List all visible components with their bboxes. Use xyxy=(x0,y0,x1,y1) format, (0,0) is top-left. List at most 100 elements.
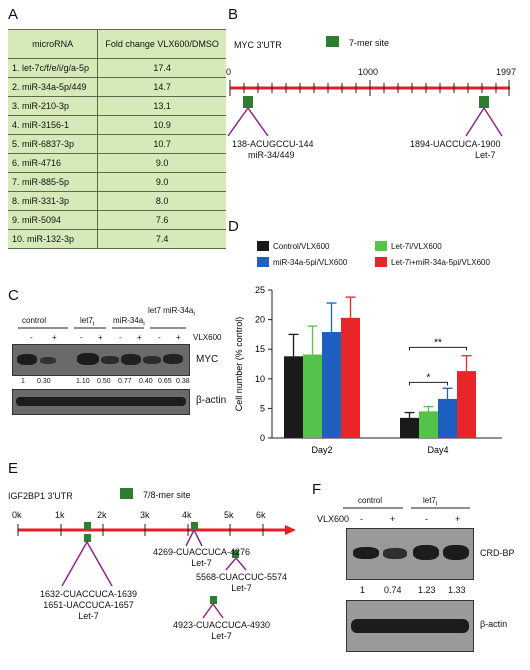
quant: 0.38 xyxy=(176,378,190,385)
blot-actin-f xyxy=(346,600,474,652)
quant: 1.33 xyxy=(448,585,466,595)
site-mirna-mir34: miR-34/449 xyxy=(248,150,295,160)
quant: 0.77 xyxy=(118,378,132,385)
table-cell-name: 6. miR-4716 xyxy=(8,153,98,173)
sig-bracket-double xyxy=(409,346,467,351)
table-cell-value: 8.0 xyxy=(97,191,226,211)
utr-arrowhead xyxy=(285,525,296,535)
site-callout-4269 xyxy=(185,528,203,547)
legend-site-label-e: 7/8-mer site xyxy=(143,490,191,500)
panel-label-c: C xyxy=(8,287,19,304)
tick-label: 3k xyxy=(140,510,150,520)
blot-group-combo: let7 miR-34ai xyxy=(148,306,195,318)
table-cell-name: 9. miR-5094 xyxy=(8,210,98,230)
site-callout-let7 xyxy=(465,106,503,137)
tick-label: 2k xyxy=(97,510,107,520)
blot-label-myc: MYC xyxy=(196,354,219,365)
x-tick-label: Day4 xyxy=(427,445,448,455)
y-tick-label: 15 xyxy=(255,344,265,354)
col-header-fold-change: Fold change VLX600/DMSO xyxy=(97,29,226,59)
tick-label-end: 1997 xyxy=(496,67,517,77)
igf2bp1-utr-diagram xyxy=(17,522,296,619)
legend-label-mir34: miR-34a-5pi/VLX600 xyxy=(273,258,348,267)
blot-label-actin-c: β-actin xyxy=(196,395,227,406)
sign: + xyxy=(52,333,57,342)
table-cell-value: 9.0 xyxy=(97,153,226,173)
tick-label-start: 0 xyxy=(226,67,232,77)
legend-swatch-control xyxy=(257,241,269,251)
blot-myc xyxy=(12,344,190,376)
legend-label-let7: Let-7i/VLX600 xyxy=(391,242,442,251)
table-cell-name: 3. miR-210-3p xyxy=(8,96,98,116)
site-marker-let7 xyxy=(479,96,489,108)
sig-label-single: * xyxy=(427,372,431,383)
table-cell-value: 10.9 xyxy=(97,115,226,135)
bar xyxy=(303,354,322,438)
bar xyxy=(322,332,341,438)
site-seq-mir34: 138-ACUGCCU-144 xyxy=(232,139,314,149)
site-marker-1632 xyxy=(84,522,91,530)
panel-label-d: D xyxy=(228,218,239,235)
legend-label-control: Control/VLX600 xyxy=(273,242,330,251)
site-mirna-let7: Let-7 xyxy=(475,150,496,160)
bar xyxy=(341,317,360,438)
quant: 0.50 xyxy=(97,378,111,385)
sig-bracket-single xyxy=(409,381,448,386)
blot-f-group-let7: let7i xyxy=(423,496,438,508)
blot-group-control: control xyxy=(22,316,47,325)
utr-ticks-e xyxy=(17,524,264,536)
vlx-label-c: VLX600 xyxy=(193,333,222,342)
blot-group-mir34: miR-34ai xyxy=(113,316,145,328)
blot-label-crd-bp: CRD-BP xyxy=(480,548,515,558)
blot-actin-c xyxy=(12,389,190,415)
microrna-table: microRNA Fold change VLX600/DMSO 1. let-… xyxy=(8,29,226,249)
tick-label: 6k xyxy=(256,510,266,520)
table-cell-value: 9.0 xyxy=(97,172,226,192)
site-text-5568: 5568-CUACCUC-5574 Let-7 xyxy=(196,572,288,593)
quant: 0.74 xyxy=(384,585,402,595)
quant: 0.40 xyxy=(139,378,153,385)
bar xyxy=(400,417,419,438)
tick-label: 0k xyxy=(12,510,22,520)
sig-label-double: ** xyxy=(434,337,442,348)
blot-group-let7: let7i xyxy=(80,316,95,328)
site-callout-1632 xyxy=(61,540,113,587)
y-tick-label: 25 xyxy=(255,285,265,295)
sign: + xyxy=(176,333,181,342)
utr-ticks xyxy=(229,80,510,96)
table-cell-name: 10. miR-132-3p xyxy=(8,229,98,249)
sign: - xyxy=(158,333,161,342)
sign: + xyxy=(390,514,396,524)
tick-label: 1k xyxy=(55,510,65,520)
table-cell-name: 4. miR-3156-1 xyxy=(8,115,98,135)
vlx-label-f: VLX600 xyxy=(317,514,350,524)
blot-f-brackets xyxy=(343,507,470,509)
y-axis-label: Cell number (% control) xyxy=(234,317,244,412)
blot-label-actin-f: β-actin xyxy=(480,619,508,629)
site-marker-1651 xyxy=(84,534,91,542)
tick-label: 5k xyxy=(224,510,234,520)
bar xyxy=(284,356,303,438)
site-seq-let7: 1894-UACCUCA-1900 xyxy=(410,139,501,149)
col-header-microrna: microRNA xyxy=(8,29,98,59)
tick-label: 4k xyxy=(182,510,192,520)
y-tick-label: 10 xyxy=(255,374,265,384)
quant: 1 xyxy=(21,378,25,385)
blot-crd-bp xyxy=(346,528,474,580)
sign: - xyxy=(30,333,33,342)
sign: + xyxy=(98,333,103,342)
table-cell-name: 5. miR-6837-3p xyxy=(8,134,98,154)
tick-label-mid: 1000 xyxy=(358,67,379,77)
table-cell-name: 1. let-7c/f/e/i/g/a-5p xyxy=(8,58,98,78)
sign: - xyxy=(80,333,83,342)
legend-swatch-combo xyxy=(375,257,387,267)
legend-label-combo: Let-7i+miR-34a-5pi/VLX600 xyxy=(391,258,490,267)
panel-label-a: A xyxy=(8,6,19,23)
legend-site-icon xyxy=(326,36,339,47)
table-cell-value: 14.7 xyxy=(97,77,226,97)
bar xyxy=(419,411,438,438)
myc-utr-diagram xyxy=(227,80,510,137)
panel-label-e: E xyxy=(8,460,19,477)
legend-swatch-mir34 xyxy=(257,257,269,267)
legend-swatch-let7 xyxy=(375,241,387,251)
